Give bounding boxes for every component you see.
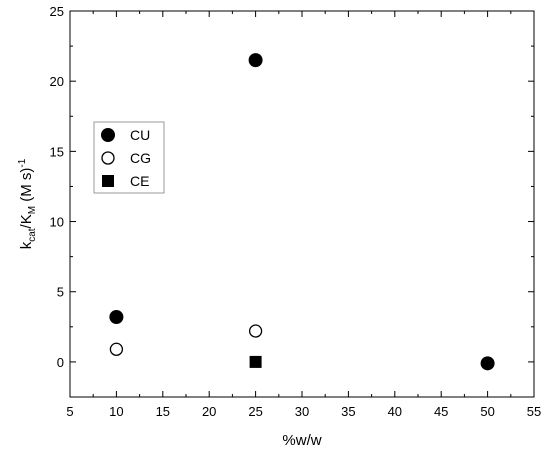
y-tick-label-10: 10 (50, 215, 64, 230)
x-tick-label-35: 35 (341, 404, 355, 419)
y-tick-label-5: 5 (57, 285, 64, 300)
y-title-slash-k: /K (18, 214, 35, 228)
data-point-cu-25 (248, 53, 263, 68)
legend-marker-cg (101, 151, 115, 165)
y-tick-label-20: 20 (50, 74, 64, 89)
x-tick-label-10: 10 (109, 404, 123, 419)
tick-labels: 5 10 15 20 25 30 35 40 45 50 55 0 5 10 15 20 25 (50, 4, 542, 419)
y-title-k-sub-m: M (27, 206, 38, 214)
y-title-k-sub: cat (27, 228, 38, 242)
legend-label-ce: CE (130, 173, 149, 189)
data-point-cg-25 (248, 324, 263, 338)
x-tick-label-55: 55 (527, 404, 541, 419)
data-point-ce-25 (249, 355, 262, 368)
data-point-cg-10 (109, 342, 124, 356)
data-point-cu-50 (480, 356, 495, 371)
y-title-sup: -1 (17, 158, 28, 167)
legend-label-cg: CG (130, 150, 151, 166)
y-tick-label-15: 15 (50, 144, 64, 159)
x-tick-label-45: 45 (434, 404, 448, 419)
legend-label-cu: CU (130, 127, 150, 143)
x-tick-label-50: 50 (480, 404, 494, 419)
x-axis-title: %w/w (282, 432, 321, 449)
y-title-tail: (M s) (18, 168, 35, 206)
legend-marker-ce (102, 175, 114, 187)
legend-items: CU CG CE (101, 127, 151, 189)
data-markers (109, 53, 495, 371)
x-tick-label-20: 20 (202, 404, 216, 419)
x-tick-label-15: 15 (156, 404, 170, 419)
data-point-cu-10 (109, 309, 124, 324)
plot-frame (69, 10, 535, 398)
axis-ticks (69, 10, 535, 398)
x-tick-label-40: 40 (388, 404, 402, 419)
y-title-k: k (18, 241, 35, 249)
y-tick-label-0: 0 (57, 355, 64, 370)
x-tick-label-25: 25 (248, 404, 262, 419)
x-tick-label-30: 30 (295, 404, 309, 419)
legend: CU CG CE (93, 121, 165, 194)
x-tick-label-5: 5 (66, 404, 73, 419)
y-axis-title: kcat/KM (M s)-1 (17, 158, 38, 249)
y-tick-label-25: 25 (50, 4, 64, 19)
legend-marker-cu (101, 128, 115, 142)
